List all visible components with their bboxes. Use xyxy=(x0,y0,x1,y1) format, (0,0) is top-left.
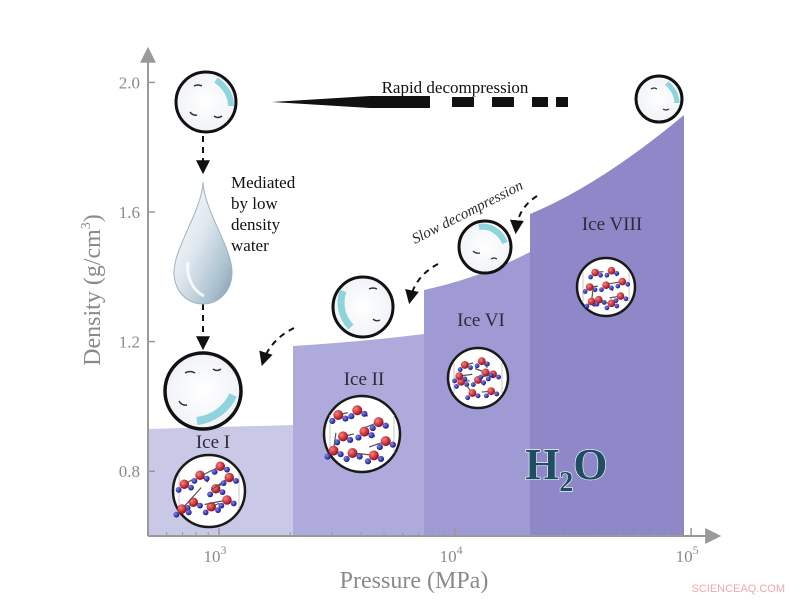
phase-label-ice-II: Ice II xyxy=(344,369,385,390)
y-tick-label: 2.0 xyxy=(119,73,140,92)
ice-sphere-icon xyxy=(634,74,684,124)
ice-sphere-icon xyxy=(174,70,238,134)
ice-sphere-icon xyxy=(457,219,513,275)
ice-crystal-structure-icon xyxy=(446,346,510,410)
phase-label-ice-I: Ice I xyxy=(196,432,230,453)
ice-crystal-structure-icon xyxy=(171,453,247,529)
x-tick-label: 105 xyxy=(676,543,699,566)
ice-sphere-icon xyxy=(163,351,243,431)
watermark: SCIENCEAQ.COM xyxy=(691,583,785,595)
y-tick-label: 1.6 xyxy=(119,203,140,222)
water-droplet-icon xyxy=(173,181,233,305)
rapid-decompression-arrow xyxy=(272,96,568,108)
rapid-decompression-label: Rapid decompression xyxy=(382,78,529,97)
mediated-note: Mediated by low density water xyxy=(231,173,299,255)
x-axis-title: Pressure (MPa) xyxy=(340,568,489,594)
y-tick-label: 1.2 xyxy=(119,333,140,352)
phase-label-ice-VIII: Ice VIII xyxy=(582,214,642,235)
x-tick-label: 103 xyxy=(204,543,227,566)
ice-crystal-structure-icon xyxy=(322,394,402,474)
x-tick-label: 104 xyxy=(440,543,463,566)
y-tick-label: 0.8 xyxy=(119,462,140,481)
phase-label-ice-VI: Ice VI xyxy=(457,310,505,331)
curved-dashed-arrows xyxy=(259,195,538,367)
y-axis-title: Density (g/cm3) xyxy=(79,214,106,366)
ice-sphere-icon xyxy=(331,275,395,339)
h2o-label: H2O xyxy=(525,440,607,498)
ice-crystal-structure-icon xyxy=(575,256,637,318)
ice-VIII-region xyxy=(530,115,684,536)
